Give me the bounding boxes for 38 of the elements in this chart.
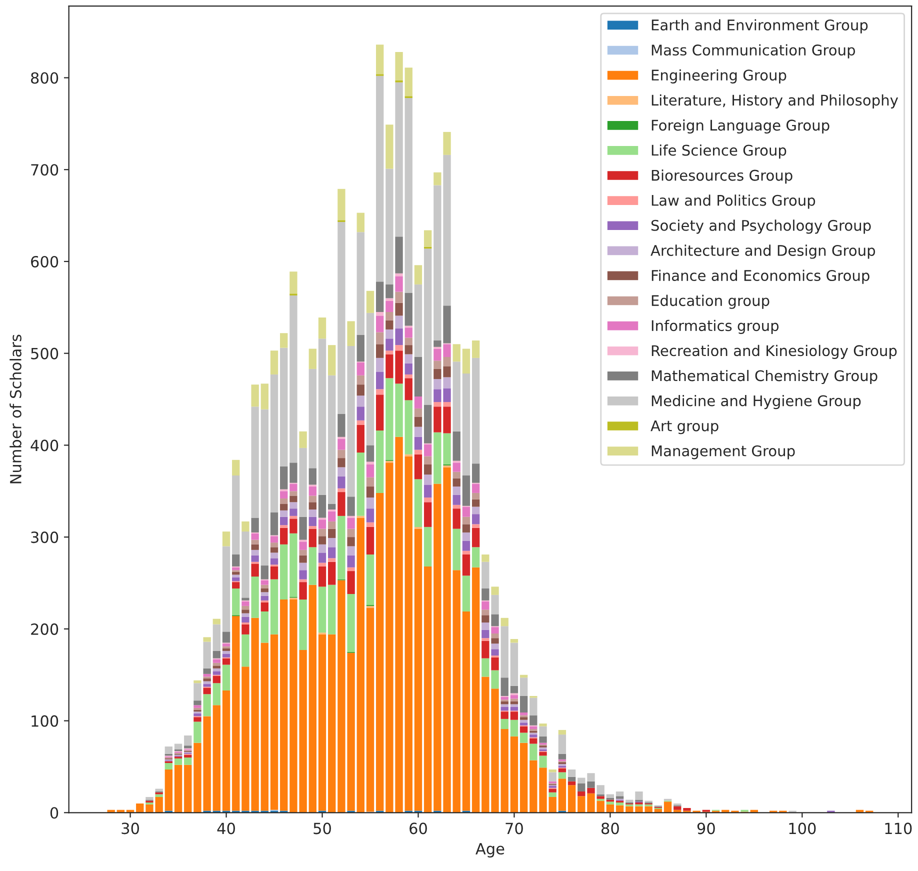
x-tick-label: 50: [314, 822, 331, 834]
x-tick-label: 80: [602, 822, 619, 834]
y-tick-label: 500: [31, 348, 58, 360]
legend-label: Foreign Language Group: [652, 119, 830, 134]
x-tick-label: 70: [506, 822, 523, 834]
y-tick-label: 400: [30, 440, 58, 452]
x-tick-label: 110: [885, 822, 912, 834]
legend-label: Management Group: [652, 445, 795, 460]
y-tick-label: 600: [31, 256, 58, 268]
x-tick-label: 30: [122, 822, 139, 834]
y-tick-label: 0: [50, 807, 58, 819]
legend-label: Art group: [650, 420, 718, 434]
legend-label: Recreation and Kinesiology Group: [652, 344, 897, 360]
legend-label: Earth and Environment Group: [652, 19, 868, 34]
x-tick-label: 90: [697, 822, 715, 834]
legend-label: Architecture and Design Group: [650, 244, 876, 259]
y-tick-label: 200: [31, 623, 58, 635]
legend-label: Finance and Economics Group: [652, 270, 870, 284]
legend-label: Literature, History and Philosophy: [652, 94, 898, 108]
legend-label: Bioresources Group: [652, 170, 792, 184]
legend-label: Engineering Group: [652, 69, 786, 84]
legend-label: Life Science Group: [652, 144, 786, 159]
y-tick-label: 800: [31, 72, 58, 84]
x-axis-title: Age: [476, 843, 504, 858]
x-tick-label: 60: [410, 822, 427, 834]
legend-label: Mathematical Chemistry Group: [652, 370, 878, 384]
y-tick-label: 100: [32, 715, 58, 727]
legend-label: Law and Politics Group: [652, 194, 816, 209]
y-axis-title: Number of Scholars: [10, 334, 22, 484]
y-tick-label: 300: [31, 532, 58, 544]
legend-label: Mass Communication Group: [652, 44, 855, 58]
legend-label: Informatics group: [652, 320, 779, 334]
legend-label: Medicine and Hygiene Group: [652, 394, 861, 410]
legend-label: Education group: [652, 294, 770, 309]
legend-label: Society and Psychology Group: [651, 220, 871, 234]
y-tick-label: 700: [31, 164, 58, 176]
x-tick-label: 40: [217, 822, 235, 834]
x-tick-label: 100: [789, 822, 816, 834]
